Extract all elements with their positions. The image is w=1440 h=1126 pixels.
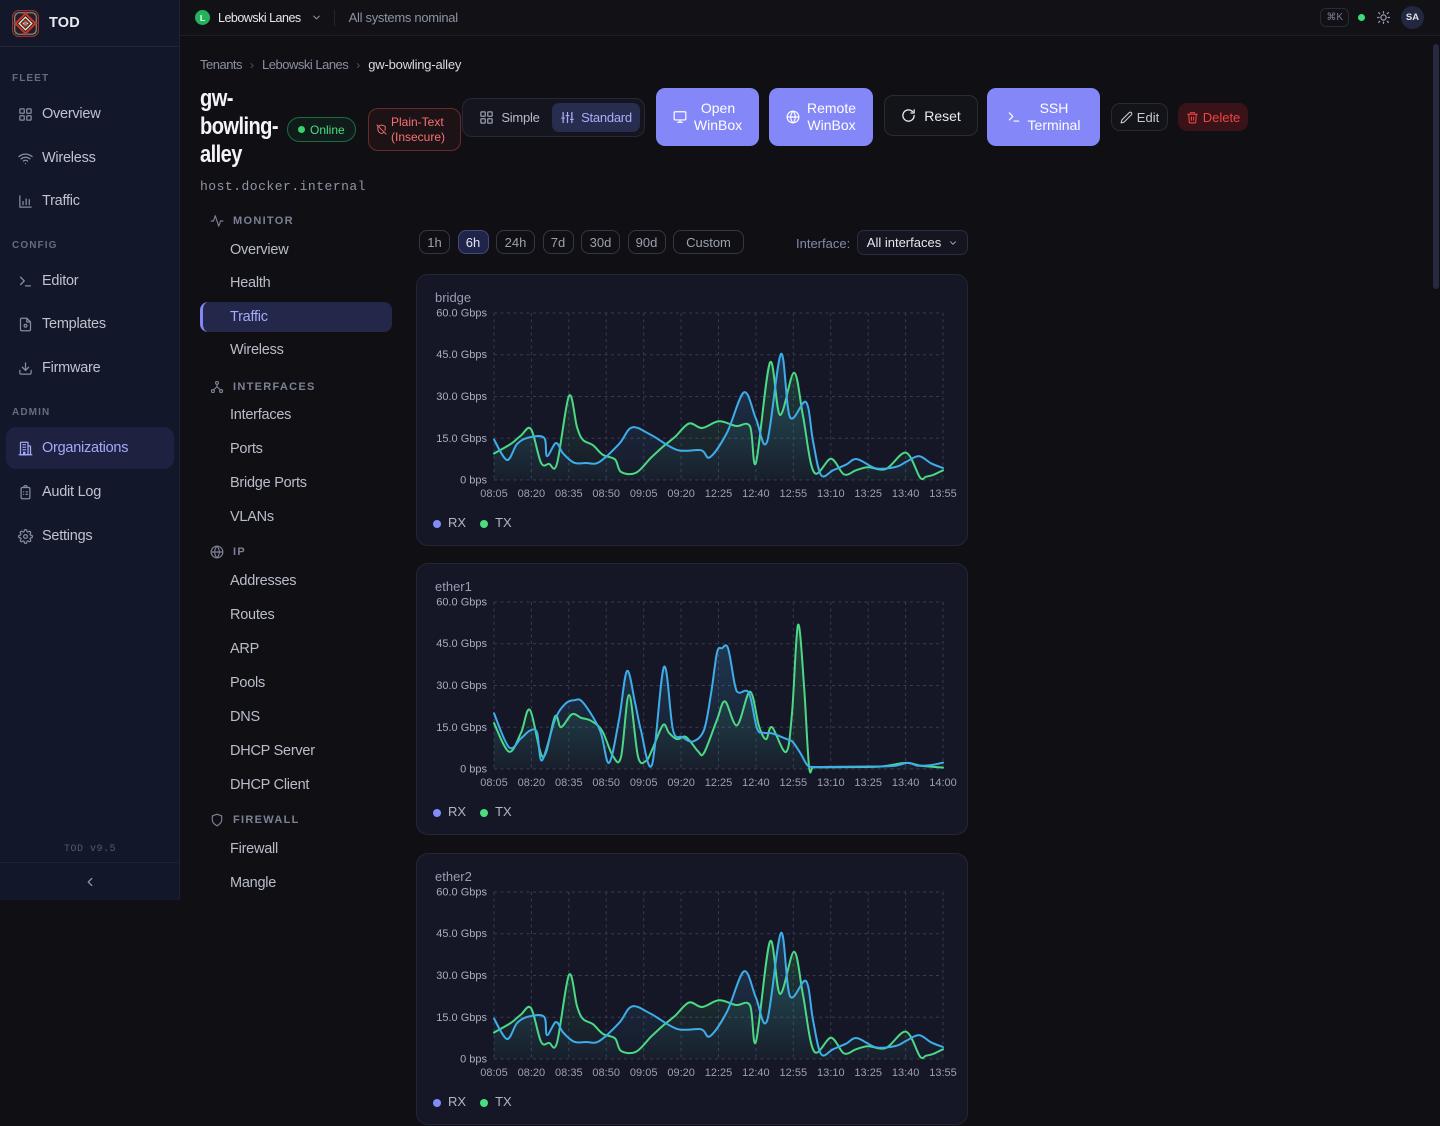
svg-text:0 bps: 0 bps	[460, 764, 487, 776]
svg-text:14:00: 14:00	[929, 777, 957, 789]
svg-text:08:05: 08:05	[480, 1067, 508, 1079]
svg-text:12:55: 12:55	[780, 488, 808, 500]
svg-text:13:10: 13:10	[817, 488, 845, 500]
svg-text:15.0 Gbps: 15.0 Gbps	[436, 1012, 487, 1024]
svg-text:15.0 Gbps: 15.0 Gbps	[436, 722, 487, 734]
svg-text:09:20: 09:20	[667, 1067, 695, 1079]
svg-text:13:25: 13:25	[854, 488, 882, 500]
svg-text:09:20: 09:20	[667, 488, 695, 500]
svg-text:12:55: 12:55	[780, 1067, 808, 1079]
svg-text:12:25: 12:25	[705, 1067, 733, 1079]
svg-text:09:20: 09:20	[667, 777, 695, 789]
svg-text:08:50: 08:50	[592, 777, 620, 789]
svg-text:13:40: 13:40	[892, 777, 920, 789]
svg-text:08:20: 08:20	[518, 488, 546, 500]
svg-text:13:25: 13:25	[854, 1067, 882, 1079]
svg-text:30.0 Gbps: 30.0 Gbps	[436, 970, 487, 982]
svg-text:12:40: 12:40	[742, 777, 770, 789]
svg-text:12:40: 12:40	[742, 488, 770, 500]
svg-text:12:40: 12:40	[742, 1067, 770, 1079]
svg-text:12:25: 12:25	[705, 488, 733, 500]
svg-text:45.0 Gbps: 45.0 Gbps	[436, 638, 487, 650]
svg-text:08:35: 08:35	[555, 1067, 583, 1079]
svg-text:08:50: 08:50	[592, 1067, 620, 1079]
svg-text:60.0 Gbps: 60.0 Gbps	[436, 308, 487, 320]
svg-text:13:10: 13:10	[817, 777, 845, 789]
svg-text:08:50: 08:50	[592, 488, 620, 500]
svg-text:0 bps: 0 bps	[460, 475, 487, 487]
svg-text:13:10: 13:10	[817, 1067, 845, 1079]
svg-text:60.0 Gbps: 60.0 Gbps	[436, 887, 487, 899]
svg-text:60.0 Gbps: 60.0 Gbps	[436, 597, 487, 609]
svg-text:12:55: 12:55	[780, 777, 808, 789]
svg-text:45.0 Gbps: 45.0 Gbps	[436, 349, 487, 361]
svg-text:30.0 Gbps: 30.0 Gbps	[436, 680, 487, 692]
svg-text:0 bps: 0 bps	[460, 1054, 487, 1066]
svg-text:08:20: 08:20	[518, 1067, 546, 1079]
svg-text:09:05: 09:05	[630, 777, 658, 789]
svg-text:08:05: 08:05	[480, 488, 508, 500]
svg-text:45.0 Gbps: 45.0 Gbps	[436, 928, 487, 940]
svg-text:30.0 Gbps: 30.0 Gbps	[436, 391, 487, 403]
svg-text:15.0 Gbps: 15.0 Gbps	[436, 433, 487, 445]
svg-text:12:25: 12:25	[705, 777, 733, 789]
svg-text:13:40: 13:40	[892, 488, 920, 500]
svg-text:08:35: 08:35	[555, 488, 583, 500]
svg-text:13:40: 13:40	[892, 1067, 920, 1079]
svg-text:13:55: 13:55	[929, 488, 957, 500]
svg-text:08:05: 08:05	[480, 777, 508, 789]
svg-text:08:35: 08:35	[555, 777, 583, 789]
svg-text:13:25: 13:25	[854, 777, 882, 789]
svg-text:13:55: 13:55	[929, 1067, 957, 1079]
svg-text:09:05: 09:05	[630, 488, 658, 500]
svg-text:08:20: 08:20	[518, 777, 546, 789]
svg-text:09:05: 09:05	[630, 1067, 658, 1079]
